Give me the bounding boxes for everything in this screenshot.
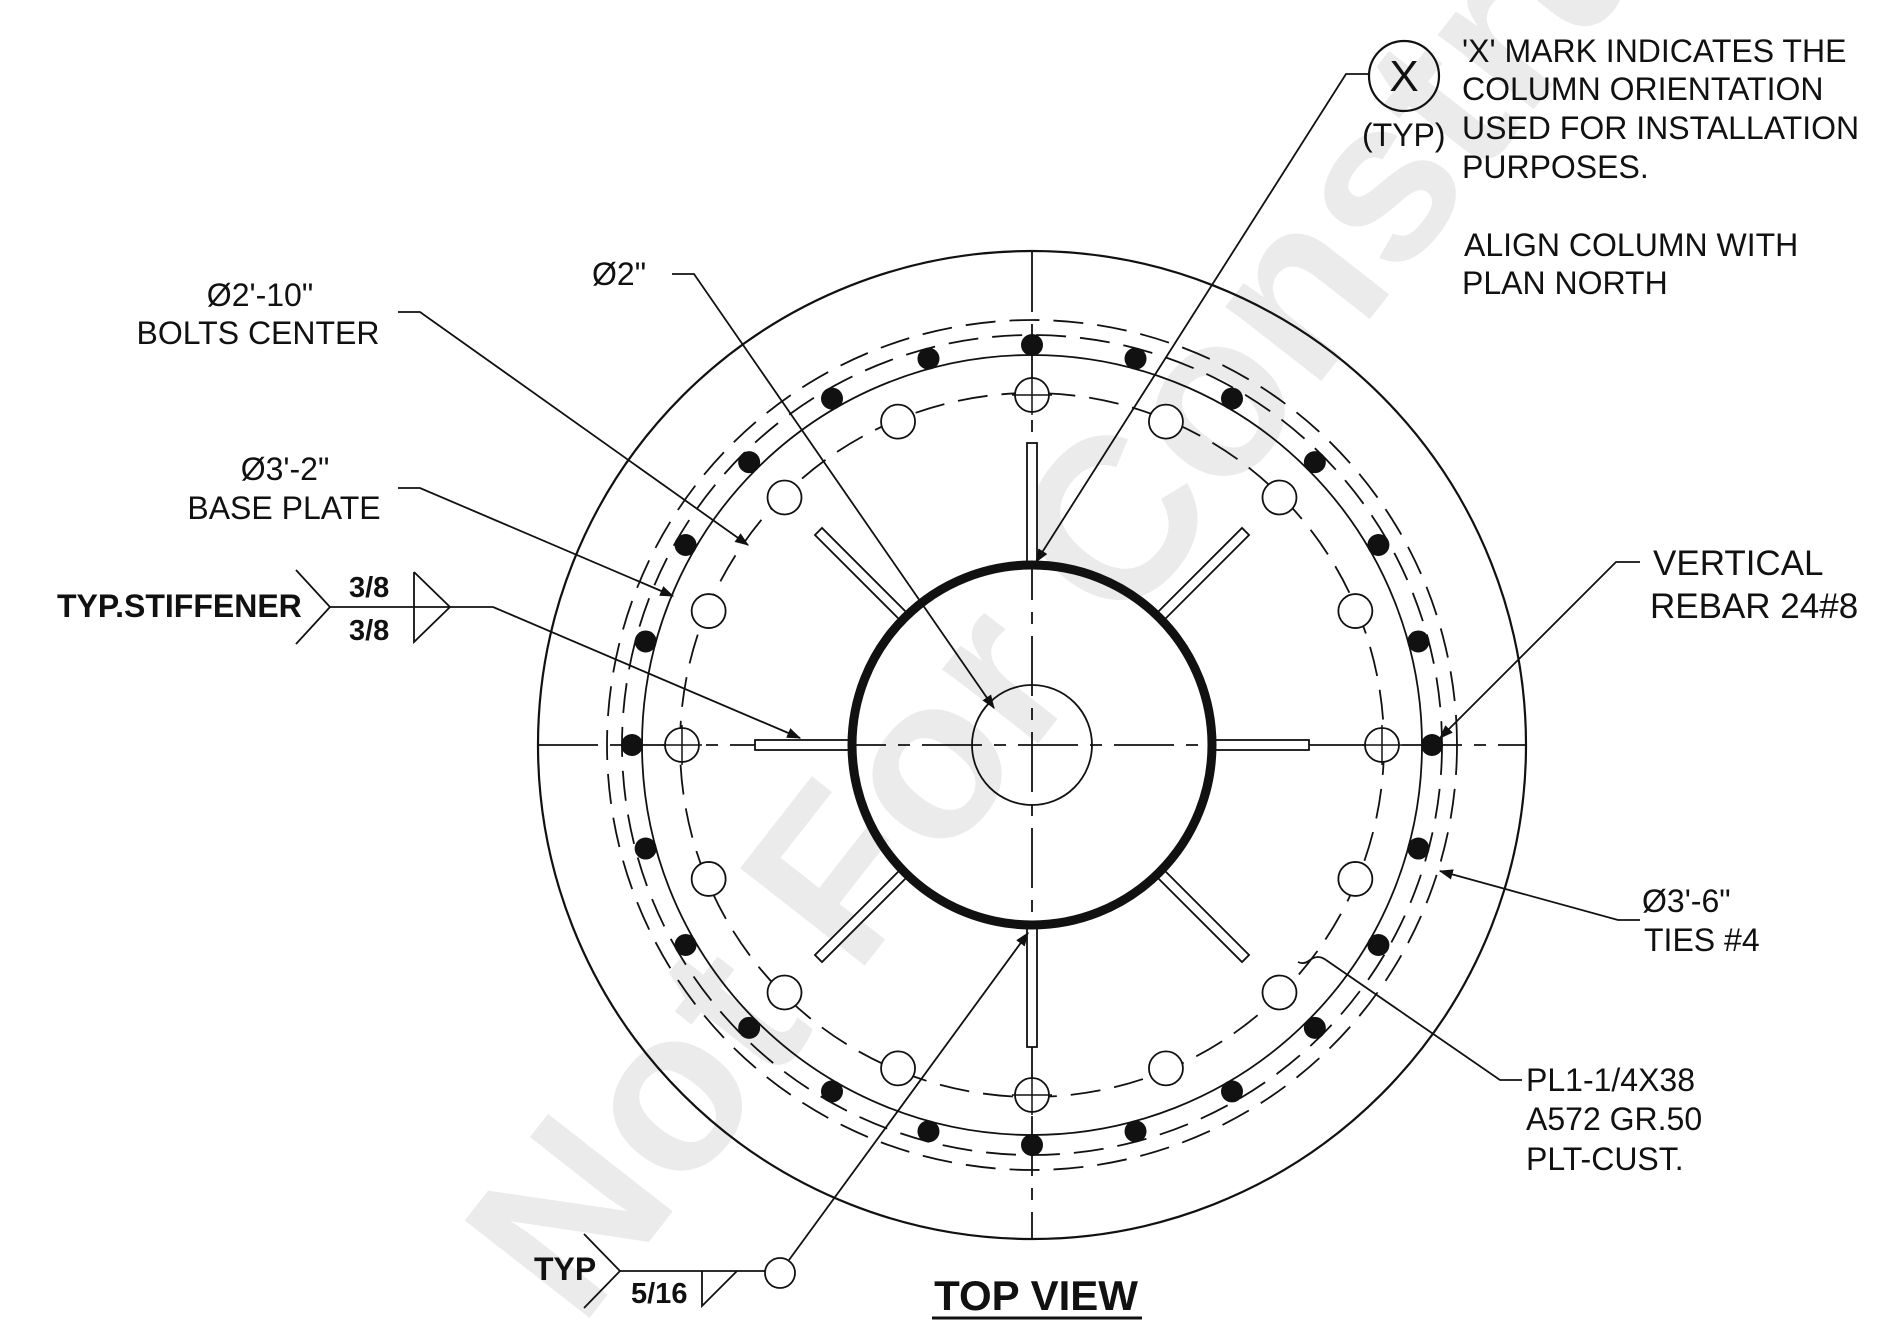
bolt-hole	[1261, 974, 1298, 1011]
rebar-dot	[1407, 630, 1430, 653]
bolt-hole	[880, 1050, 916, 1087]
vertical-rebar-leader	[1439, 561, 1640, 739]
base-plate-label: BASE PLATE	[187, 490, 380, 526]
rebar-dot	[634, 630, 657, 653]
plate-line-3: PLT-CUST.	[1526, 1141, 1684, 1177]
rebar-dot	[1021, 334, 1043, 356]
base-plate-leader	[398, 487, 675, 597]
hole-diameter-callout: Ø2"	[592, 256, 995, 709]
rebar-dot	[738, 1016, 761, 1039]
rebar-group	[621, 334, 1443, 1156]
bolt-hole-group	[662, 375, 1402, 1115]
view-title-text: TOP VIEW	[934, 1272, 1138, 1319]
plate-line-2: A572 GR.50	[1526, 1101, 1702, 1137]
align-line-2: PLAN NORTH	[1462, 265, 1668, 301]
rebar-dot	[1367, 534, 1390, 556]
stiffener-plate	[813, 526, 909, 622]
ties-label: TIES #4	[1644, 922, 1760, 958]
plate-leader-tick	[1297, 956, 1327, 965]
bolt-hole	[690, 593, 727, 629]
bolt-hole	[1148, 1050, 1184, 1087]
vertical-rebar-callout: VERTICAL REBAR 24#8	[1439, 544, 1858, 739]
stiffener-plate	[1026, 442, 1038, 564]
rebar-dot	[1303, 451, 1326, 474]
rebar-dot	[1407, 837, 1430, 860]
vertical-rebar-line-2: REBAR 24#8	[1650, 587, 1858, 626]
align-line-1: ALIGN COLUMN WITH	[1464, 227, 1798, 263]
rebar-dot	[1221, 1080, 1243, 1103]
bolts-center-dia: Ø2'-10"	[207, 277, 313, 313]
typ-fillet-symbol	[701, 1270, 738, 1309]
typ-weld-arrow	[788, 932, 1029, 1261]
note-line-1: 'X' MARK INDICATES THE	[1462, 33, 1846, 69]
stiffener-weld-arrow	[492, 606, 802, 739]
bolts-center-label: BOLTS CENTER	[137, 315, 380, 351]
note-line-3: USED FOR INSTALLATION	[1462, 110, 1859, 146]
rebar-dot	[621, 734, 643, 756]
orientation-note: X (TYP) 'X' MARK INDICATES THE COLUMN OR…	[1035, 33, 1859, 563]
rebar-dot	[917, 1120, 940, 1143]
stiffener-fillet-symbol	[413, 571, 452, 645]
x-mark-letter: X	[1389, 52, 1418, 101]
rebar-dot	[1303, 1016, 1326, 1039]
bolt-hole	[880, 403, 916, 440]
bolt-hole	[690, 861, 727, 897]
hole-diameter-label: Ø2"	[592, 256, 646, 292]
rebar-dot	[738, 451, 761, 474]
weld-all-around-symbol	[764, 1257, 796, 1289]
typ-weld-symbol: TYP 5/16	[534, 932, 1029, 1310]
rebar-dot	[674, 934, 697, 956]
stiffener-plate	[1213, 739, 1310, 751]
rebar-dot	[1124, 347, 1147, 370]
stiffener-plate	[1155, 868, 1251, 964]
bolts-center-leader	[398, 311, 749, 546]
typ-weld-label: TYP	[534, 1251, 596, 1287]
view-title: TOP VIEW	[932, 1272, 1142, 1320]
vertical-rebar-line-1: VERTICAL	[1653, 544, 1824, 583]
bolt-hole	[1148, 403, 1184, 440]
rebar-dot	[1221, 387, 1243, 410]
rebar-dot	[1367, 934, 1390, 956]
column-wall-outer	[847, 560, 1217, 930]
note-line-4: PURPOSES.	[1462, 149, 1649, 185]
plate-callout: PL1-1/4X38 A572 GR.50 PLT-CUST.	[1297, 956, 1702, 1177]
ties-callout: Ø3'-6" TIES #4	[1438, 869, 1760, 958]
bolt-hole	[766, 974, 803, 1011]
note-line-2: COLUMN ORIENTATION	[1462, 71, 1823, 107]
stiffener-group	[754, 442, 1310, 1048]
bolt-hole	[1337, 861, 1374, 897]
typ-label: (TYP)	[1362, 117, 1446, 153]
stiffener-plate	[1026, 926, 1038, 1048]
rebar-dot	[1421, 734, 1443, 756]
rebar-dot	[674, 534, 697, 556]
bolt-hole	[1261, 479, 1298, 516]
stiffener-weld-symbol: TYP.STIFFENER 3/8 3/8	[57, 569, 802, 739]
rebar-dot	[821, 387, 843, 410]
x-mark-symbol	[1367, 39, 1441, 113]
stiffener-weld-label: TYP.STIFFENER	[57, 588, 302, 624]
foundation-plan	[536, 249, 1528, 1241]
plate-line-1: PL1-1/4X38	[1526, 1062, 1695, 1098]
hole-diameter-leader	[672, 273, 995, 709]
rebar-dot	[634, 837, 657, 860]
plate-leader	[1325, 959, 1522, 1081]
base-plate-dia: Ø3'-2"	[241, 451, 330, 487]
rebar-dot	[1124, 1120, 1147, 1143]
stiffener-weld-top: 3/8	[349, 572, 389, 604]
bolt-hole	[766, 479, 803, 516]
rebar-dot	[821, 1080, 843, 1103]
orientation-leader	[1035, 73, 1368, 563]
stiffener-plate	[754, 739, 851, 751]
typ-weld-size: 5/16	[631, 1278, 687, 1310]
ties-dia: Ø3'-6"	[1642, 883, 1731, 919]
stiffener-weld-bottom: 3/8	[349, 615, 389, 647]
bolt-hole	[1337, 593, 1374, 629]
base-plate-callout: Ø3'-2" BASE PLATE	[187, 451, 675, 597]
center-hole	[971, 684, 1093, 806]
rebar-dot	[917, 347, 940, 370]
rebar-dot	[1021, 1134, 1043, 1156]
ties-leader	[1438, 869, 1640, 921]
bolts-center-callout: Ø2'-10" BOLTS CENTER	[137, 277, 749, 546]
